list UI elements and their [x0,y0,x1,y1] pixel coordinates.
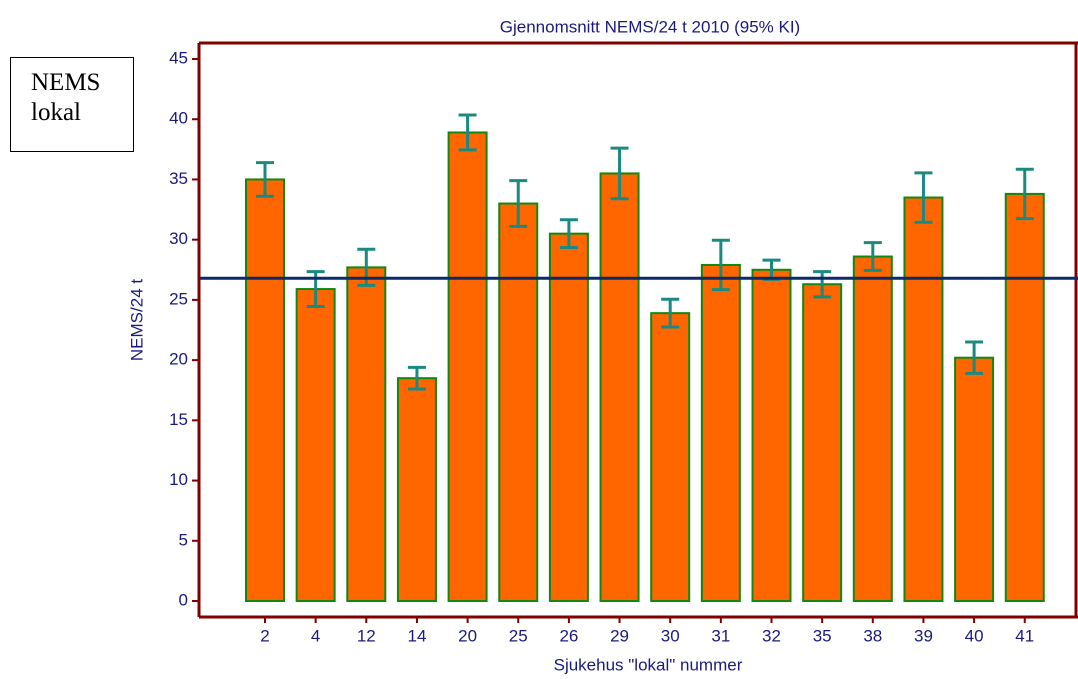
y-tick-label: 20 [169,350,188,369]
error-bar [407,365,426,391]
bar [852,255,893,602]
x-tick-label: 29 [610,626,629,645]
chart-title: Gjennomsnitt NEMS/24 t 2010 (95% KI) [500,17,800,36]
x-tick-label: 25 [509,626,528,645]
annotation: NEMS lokal [10,57,134,152]
bar [954,356,995,602]
x-tick-label: 2 [260,626,269,645]
error-bar [458,113,477,152]
bar [903,196,944,602]
error-bar [711,238,730,292]
y-tick-label: 0 [179,590,188,609]
error-bar [914,171,933,224]
error-bar [863,241,882,272]
x-tick-label: 26 [559,626,578,645]
y-tick-label: 5 [179,530,188,549]
error-bar [559,218,578,249]
bar [700,263,741,602]
bar [447,131,488,603]
y-tick-label: 25 [169,289,188,308]
y-tick-label: 40 [169,109,188,128]
bar [548,232,589,602]
y-tick-label: 10 [169,470,188,489]
bar [650,312,691,602]
bar [802,283,843,602]
bar [751,268,792,602]
error-bar [256,161,274,198]
x-tick-label: 12 [357,626,376,645]
x-tick-label: 41 [1015,626,1034,645]
x-tick-label: 4 [311,626,320,645]
bar [599,172,640,603]
error-bar [965,340,984,375]
y-tick-label: 15 [169,410,188,429]
x-tick-label: 38 [863,626,882,645]
x-tick-label: 14 [407,626,426,645]
error-bar [1015,167,1034,221]
error-bar [813,270,832,299]
x-tick-label: 40 [965,626,984,645]
x-tick-label: 32 [762,626,781,645]
error-bar [661,297,680,329]
bar [295,288,336,602]
bar [1004,192,1045,603]
bar [498,202,539,603]
error-bar [509,179,528,228]
x-tick-label: 35 [813,626,832,645]
y-tick-label: 35 [169,169,188,188]
bar [245,178,285,602]
y-axis-label: NEMS/24 t [127,279,146,361]
x-tick-label: 39 [914,626,933,645]
bar [346,266,387,602]
y-tick-label: 30 [169,229,188,248]
error-bar [610,146,629,201]
x-tick-label: 31 [711,626,730,645]
y-tick-label: 45 [169,48,188,67]
x-axis-label: Sjukehus "lokal" nummer [554,655,743,674]
bar [396,377,437,602]
x-tick-label: 30 [661,626,680,645]
x-tick-label: 20 [458,626,477,645]
